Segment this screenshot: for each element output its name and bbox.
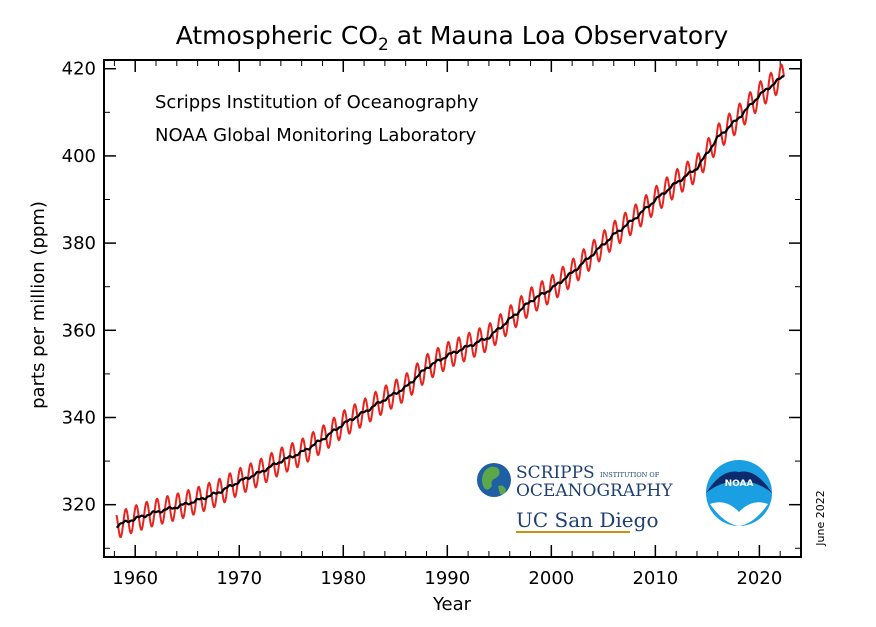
- globe-continent-shape-2: [498, 485, 506, 495]
- noaa-bird-shape: [706, 471, 772, 493]
- x-tick-label: 1990: [424, 568, 470, 589]
- x-tick-label: 1960: [112, 568, 158, 589]
- chart-title-rest: at Mauna Loa Observatory: [389, 21, 729, 50]
- chart-title-main: Atmospheric CO: [176, 21, 378, 50]
- series-layer: [115, 63, 786, 539]
- x-tick-label: 2010: [632, 568, 678, 589]
- x-axis-label: Year: [432, 594, 472, 615]
- scripps-small: INSTITUTION OF: [600, 471, 660, 479]
- x-tick-label: 1980: [320, 568, 366, 589]
- noaa-wing-shape: [710, 502, 768, 526]
- y-tick-label: 380: [62, 233, 96, 254]
- axis-ticks: 1960 1970 1980 1990 2000 2010 2020 320 340 360 380…: [62, 59, 802, 589]
- annotation-noaa: NOAA Global Monitoring Laboratory: [155, 125, 477, 146]
- y-axis-label: parts per million (ppm): [28, 201, 49, 409]
- series-line-monthly: [115, 63, 786, 539]
- noaa-text: NOAA: [725, 479, 754, 489]
- y-tick-label: 320: [62, 495, 96, 516]
- plot-frame: [103, 59, 802, 558]
- x-tick-label: 2020: [736, 568, 782, 589]
- ucsd-logo: UC San Diego: [516, 508, 659, 532]
- y-tick-label: 400: [62, 146, 96, 167]
- scripps-logo: SCRIPPS INSTITUTION OF OCEANOGRAPHY UC S…: [477, 463, 673, 533]
- x-tick-label: 2000: [528, 568, 574, 589]
- y-tick-label: 360: [62, 320, 96, 341]
- globe-continent-shape: [482, 466, 500, 490]
- scripps-name: SCRIPPS: [516, 463, 595, 483]
- chart-title: Atmospheric CO2 at Mauna Loa Observatory: [176, 21, 729, 55]
- series-line-trend: [116, 75, 785, 529]
- chart-title-subscript: 2: [378, 35, 389, 55]
- scripps-oceanography: OCEANOGRAPHY: [516, 481, 673, 501]
- noaa-logo: NOAA: [706, 460, 772, 526]
- y-tick-label: 420: [62, 59, 96, 80]
- date-note: June 2022: [814, 490, 827, 546]
- annotation-scripps: Scripps Institution of Oceanography: [155, 92, 479, 113]
- x-tick-label: 1970: [216, 568, 262, 589]
- y-tick-label: 340: [62, 407, 96, 428]
